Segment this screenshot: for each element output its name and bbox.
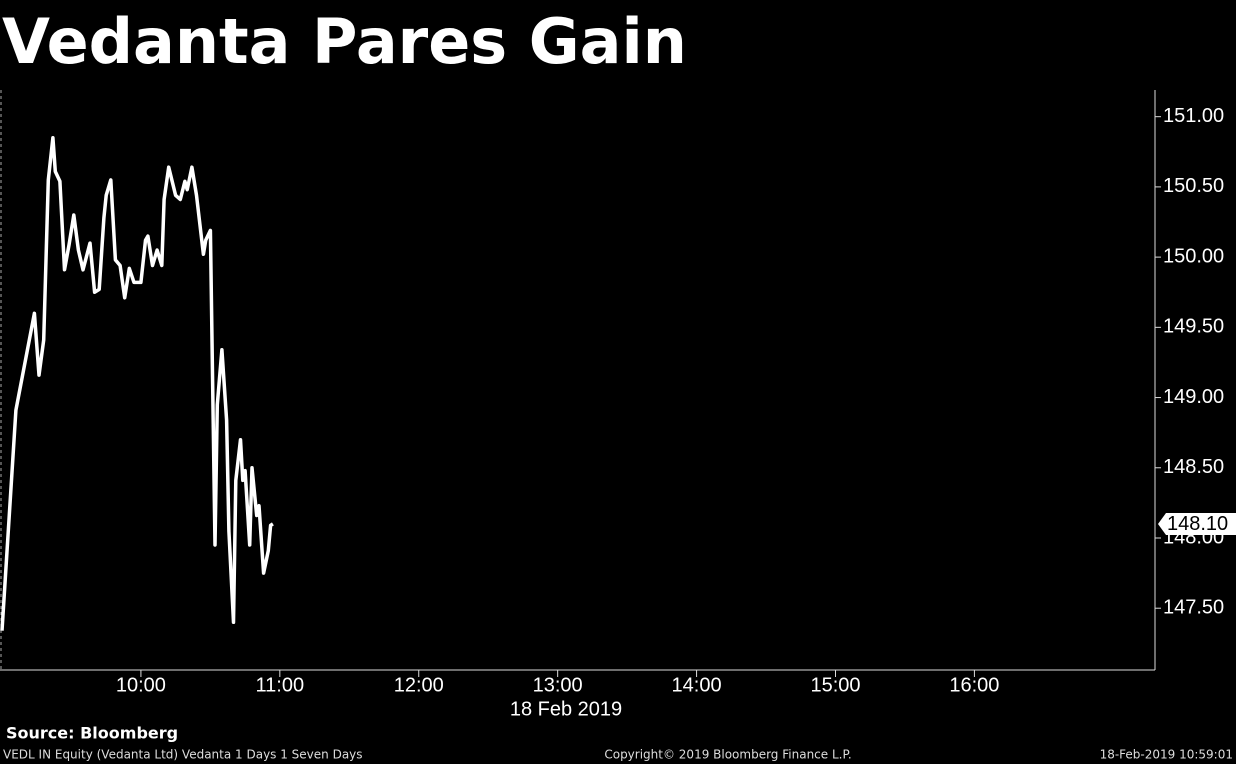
y-tick-label: 150.00: [1163, 245, 1224, 267]
x-tick-label: 12:00: [394, 674, 444, 696]
x-tick-label: 14:00: [672, 674, 722, 696]
last-value-box: [1158, 512, 1236, 535]
x-tick-label: 15:00: [810, 674, 860, 696]
last-value-label: 148.10: [1167, 513, 1228, 535]
y-tick-label: 149.00: [1163, 386, 1224, 408]
y-tick-label: 147.50: [1163, 596, 1224, 618]
price-line: [0, 135, 274, 631]
x-axis-label: 18 Feb 2019: [510, 698, 622, 720]
footer-left: VEDL IN Equity (Vedanta Ltd) Vedanta 1 D…: [3, 748, 363, 762]
x-tick-label: 13:00: [533, 674, 583, 696]
chart-title: Vedanta Pares Gain: [2, 5, 687, 78]
footer-right: 18-Feb-2019 10:59:01: [1100, 748, 1233, 762]
x-tick-label: 16:00: [949, 674, 999, 696]
source: Source: Bloomberg: [6, 724, 178, 743]
y-tick-label: 150.50: [1163, 175, 1224, 197]
y-tick-label: 151.00: [1163, 105, 1224, 127]
x-tick-label: 11:00: [256, 674, 305, 696]
y-tick-label: 149.50: [1163, 316, 1224, 338]
x-tick-label: 10:00: [116, 674, 166, 696]
footer-center: Copyright© 2019 Bloomberg Finance L.P.: [604, 748, 851, 762]
y-tick-label: 148.50: [1163, 456, 1224, 478]
